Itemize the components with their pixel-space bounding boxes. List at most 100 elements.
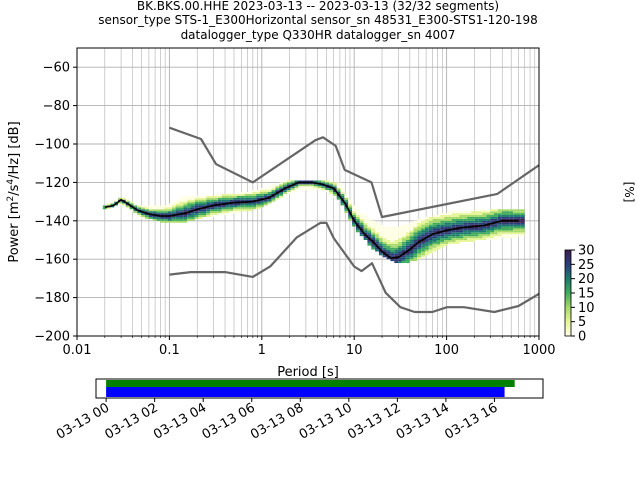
density-cell <box>501 230 506 233</box>
density-cell <box>444 226 448 229</box>
density-cell <box>409 232 414 235</box>
density-cell <box>263 201 268 204</box>
density-cell <box>390 230 395 233</box>
density-cell <box>355 226 360 229</box>
density-cell <box>286 188 291 191</box>
density-cell <box>413 245 418 248</box>
density-cell <box>428 230 433 233</box>
density-cell <box>202 205 207 208</box>
density-cell <box>432 228 437 231</box>
density-cell <box>378 245 383 248</box>
density-cell <box>167 220 172 223</box>
density-cell <box>179 220 184 223</box>
density-cell <box>390 236 395 239</box>
density-cell <box>363 236 368 239</box>
plot-area <box>77 48 539 336</box>
density-cell <box>513 211 518 214</box>
y-tick-label: −200 <box>34 330 70 345</box>
density-cell <box>520 222 525 225</box>
density-cell <box>513 234 518 237</box>
density-cell <box>424 232 429 235</box>
density-cell <box>286 192 291 194</box>
density-cell <box>152 213 157 216</box>
density-cell <box>470 234 475 237</box>
density-cell <box>401 255 406 258</box>
density-cell <box>474 238 479 240</box>
density-cell <box>194 205 199 208</box>
density-cell <box>233 211 238 214</box>
density-cell <box>394 238 399 240</box>
density-cell <box>171 207 176 210</box>
density-cell <box>432 218 437 221</box>
density-cell <box>194 216 199 219</box>
density-cell <box>233 203 238 206</box>
density-cell <box>355 222 360 225</box>
colorbar-tick-label: 0 <box>578 330 586 345</box>
density-cell <box>432 230 437 233</box>
density-cell <box>221 211 226 214</box>
density-cell <box>229 209 234 212</box>
low-noise-model-line <box>169 221 539 314</box>
density-cell <box>509 211 514 214</box>
density-cell <box>520 226 525 229</box>
colorbar-label: [%] <box>622 182 636 203</box>
density-cell <box>482 234 487 237</box>
density-cell <box>206 209 211 212</box>
density-cell <box>190 199 195 202</box>
density-cell <box>428 232 433 235</box>
density-cell <box>432 220 437 223</box>
density-cell <box>405 232 410 235</box>
density-cell <box>444 218 448 221</box>
density-cell <box>179 209 184 212</box>
density-cell <box>413 255 418 258</box>
density-cell <box>275 193 280 196</box>
density-cell <box>482 211 487 214</box>
density-cell <box>482 228 487 231</box>
density-cell <box>398 243 402 246</box>
density-cell <box>355 213 360 216</box>
density-cell <box>409 238 414 240</box>
density-cell <box>478 209 483 212</box>
density-cell <box>183 201 188 204</box>
density-cell <box>371 224 376 227</box>
density-cell <box>474 230 479 233</box>
density-cell <box>175 207 180 210</box>
density-cell <box>386 228 391 231</box>
density-cell <box>490 213 495 216</box>
density-cell <box>148 216 153 219</box>
density-cell <box>263 199 268 202</box>
density-cell <box>294 184 299 187</box>
density-cell <box>252 201 257 204</box>
density-cell <box>375 224 379 227</box>
density-cell <box>167 216 172 219</box>
density-cell <box>283 190 287 192</box>
density-cell <box>494 211 498 214</box>
density-cell <box>501 226 506 229</box>
density-cell <box>409 245 414 248</box>
density-cell <box>210 197 214 200</box>
density-cell <box>202 201 207 204</box>
density-cell <box>267 190 272 192</box>
density-cell <box>394 236 399 239</box>
density-cell <box>371 238 376 240</box>
density-cell <box>497 213 502 216</box>
density-cell <box>137 205 142 208</box>
density-cell <box>375 232 379 235</box>
density-cell <box>424 245 429 248</box>
density-cell <box>482 218 487 221</box>
density-cell <box>183 218 188 221</box>
density-cell <box>451 232 456 235</box>
density-cell <box>221 197 226 200</box>
density-cell <box>390 228 395 231</box>
density-cell <box>260 199 264 202</box>
density-cell <box>470 220 475 223</box>
density-cell <box>190 197 195 200</box>
density-cell <box>413 232 418 235</box>
density-cell <box>394 234 399 237</box>
density-cell <box>390 232 395 235</box>
density-cell <box>421 228 425 231</box>
density-cell <box>478 222 483 225</box>
density-cell <box>190 211 195 214</box>
